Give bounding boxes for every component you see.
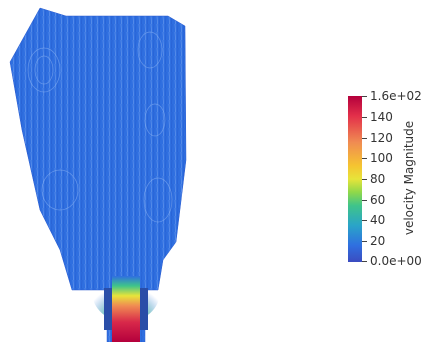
colorbar-tick bbox=[362, 220, 367, 221]
colorbar-tick-label: 140 bbox=[370, 110, 393, 124]
colorbar-tick bbox=[362, 138, 367, 139]
colorbar-title: velocity Magnitude bbox=[402, 120, 416, 236]
colorbar-tick-label: 80 bbox=[370, 172, 386, 186]
nozzle-wall-right bbox=[140, 288, 148, 330]
colorbar-tick-label: 1.6e+02 bbox=[370, 89, 422, 103]
colorbar-tick bbox=[362, 96, 367, 97]
colorbar bbox=[348, 96, 362, 262]
colorbar-tick bbox=[362, 179, 367, 180]
colorbar-tick-label: 0.0e+00 bbox=[370, 254, 422, 268]
colorbar-tick bbox=[362, 117, 367, 118]
colorbar-tick-label: 60 bbox=[370, 193, 386, 207]
colorbar-tick bbox=[362, 200, 367, 201]
colorbar-tick-label: 120 bbox=[370, 131, 393, 145]
jet-core bbox=[112, 276, 140, 342]
colorbar-tick-label: 20 bbox=[370, 234, 386, 248]
colorbar-tick-label: 40 bbox=[370, 213, 386, 227]
streamline-swirls bbox=[27, 31, 173, 223]
colorbar-tick bbox=[362, 261, 367, 262]
colorbar-tick bbox=[362, 158, 367, 159]
colorbar-tick bbox=[362, 241, 367, 242]
colorbar-tick-label: 100 bbox=[370, 151, 393, 165]
nozzle-wall-left bbox=[104, 288, 112, 330]
